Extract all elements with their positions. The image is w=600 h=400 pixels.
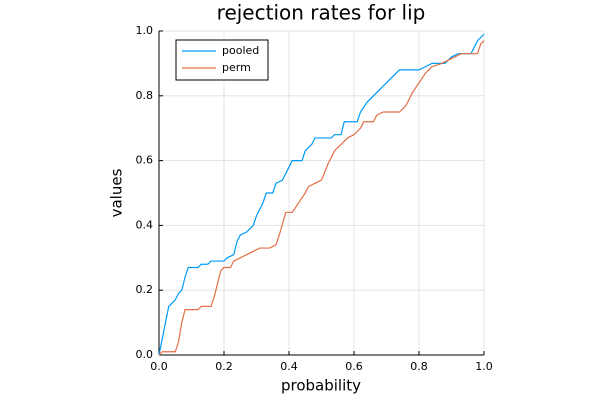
legend-label: pooled (222, 44, 259, 57)
y-tick-label: 0.6 (136, 154, 154, 167)
x-axis-label: probability (281, 377, 361, 395)
x-tick-label: 0.6 (345, 360, 363, 373)
x-tick-label: 0.8 (410, 360, 428, 373)
line-series (158, 40, 485, 356)
x-tick-label: 0.4 (280, 360, 298, 373)
y-tick-label: 0.8 (136, 89, 154, 102)
chart-title: rejection rates for lip (217, 1, 426, 25)
y-axis-label: values (108, 168, 126, 217)
x-tick-label: 0.2 (215, 360, 233, 373)
x-tick-label: 1.0 (475, 360, 493, 373)
y-tick-label: 0.2 (136, 283, 154, 296)
y-tick-label: 0.4 (136, 218, 154, 231)
y-tick-label: 0.0 (136, 348, 154, 361)
x-tick-label: 0.0 (150, 360, 168, 373)
legend-label: perm (222, 61, 251, 74)
y-tick-label: 1.0 (136, 24, 154, 37)
line-series (158, 33, 485, 356)
legend-box (175, 39, 269, 81)
